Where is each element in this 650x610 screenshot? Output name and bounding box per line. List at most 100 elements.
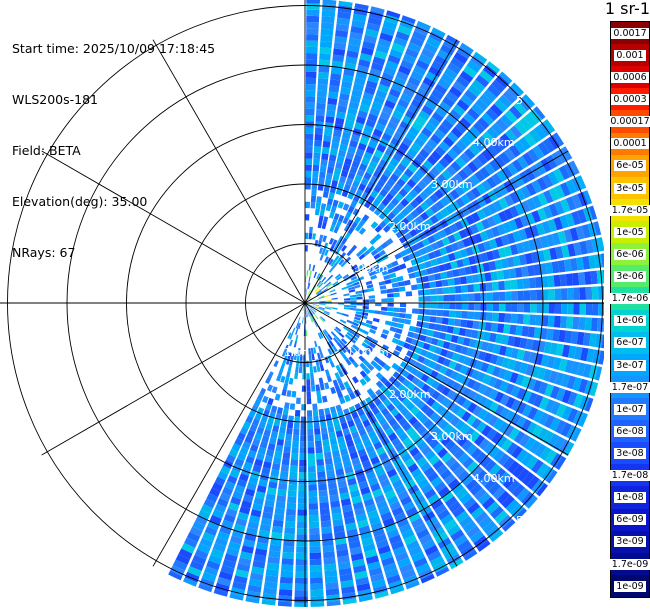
colorbar-cell: 1e-08 bbox=[611, 486, 649, 510]
range-label: 5 bbox=[516, 94, 523, 107]
ray bbox=[310, 347, 357, 605]
azimuth-line bbox=[304, 150, 569, 304]
colorbar-label: 6e-06 bbox=[614, 248, 646, 260]
colorbar-label: 0.00017 bbox=[608, 116, 650, 128]
colorbar-cell: 6e-07 bbox=[611, 331, 649, 355]
colorbar-label: 0.0017 bbox=[611, 27, 649, 39]
colorbar-cell: 3e-08 bbox=[611, 442, 649, 465]
start-time-text: Start time: 2025/10/09 17:18:45 bbox=[12, 41, 216, 56]
colorbar-cell: 0.0017 bbox=[611, 22, 649, 45]
ray bbox=[306, 304, 548, 497]
colorbar-label: 6e-07 bbox=[614, 337, 646, 349]
ray bbox=[306, 304, 567, 470]
ray bbox=[308, 310, 435, 584]
ray bbox=[314, 71, 513, 293]
colorbar-cell: 1.7e-06 bbox=[609, 287, 650, 310]
colorbar-label: 3e-05 bbox=[614, 182, 646, 194]
ray bbox=[319, 303, 604, 332]
colorbar-cell: 6e-09 bbox=[611, 508, 649, 532]
colorbar-label: 1.7e-09 bbox=[609, 558, 650, 570]
ray bbox=[331, 253, 604, 300]
colorbar-cell: 1e-07 bbox=[611, 397, 649, 421]
ray bbox=[306, 61, 501, 302]
colorbar-label: 1.7e-06 bbox=[609, 293, 650, 305]
azimuth-line bbox=[41, 302, 306, 456]
ray bbox=[313, 304, 604, 365]
instrument-text: WLS200s-181 bbox=[12, 92, 98, 107]
colorbar-cell: 1e-05 bbox=[611, 221, 649, 244]
ray bbox=[305, 304, 389, 599]
colorbar-label: 1e-05 bbox=[614, 226, 646, 238]
colorbar-cell: 1.7e-09 bbox=[609, 552, 650, 576]
azimuth-line bbox=[152, 39, 306, 304]
ray bbox=[312, 305, 599, 397]
nrays-text: NRays: 67 bbox=[12, 245, 76, 260]
range-label: 4.00km bbox=[473, 472, 515, 485]
range-label: 2.00km bbox=[389, 220, 431, 233]
colorbar-label: 1.7e-08 bbox=[609, 470, 650, 482]
ray bbox=[313, 286, 604, 303]
ray bbox=[323, 311, 582, 442]
ray bbox=[168, 332, 292, 581]
colorbar-label: 3e-07 bbox=[614, 359, 646, 371]
colorbar-label: 0.0001 bbox=[611, 138, 649, 150]
colorbar-label: 0.0003 bbox=[611, 94, 649, 106]
ray bbox=[319, 317, 527, 521]
range-labels: 1.00km 2.00km 3.00km 4.00km 5 1km 1.00km 2.00km… bbox=[284, 94, 523, 527]
ray bbox=[306, 304, 516, 532]
ray bbox=[277, 354, 303, 607]
ray bbox=[306, 303, 588, 427]
colorbar-label: 3e-09 bbox=[614, 536, 646, 548]
ray bbox=[329, 175, 587, 293]
ray bbox=[305, 27, 446, 302]
colorbar-cell: 1.7e-07 bbox=[609, 375, 650, 399]
colorbar-cell: 0.0001 bbox=[611, 132, 649, 156]
ray bbox=[318, 190, 593, 299]
range-label: 5 bbox=[516, 514, 523, 527]
colorbar-label: 1.7e-07 bbox=[609, 381, 650, 393]
ray bbox=[312, 221, 602, 302]
ray bbox=[305, 20, 431, 302]
colorbar-cell: 3e-09 bbox=[611, 530, 649, 554]
ray bbox=[305, 305, 325, 607]
colorbar-cell: 0.001 bbox=[611, 44, 649, 67]
colorbar-label: 1e-09 bbox=[614, 580, 646, 592]
ray bbox=[310, 309, 504, 543]
colorbar-label: 1e-08 bbox=[614, 492, 646, 504]
range-label: 4.00km bbox=[473, 136, 515, 149]
ray bbox=[305, 305, 341, 607]
ray bbox=[213, 304, 305, 597]
colorbar-cell: 0.00017 bbox=[608, 110, 650, 134]
colorbar-cell: 1e-06 bbox=[611, 309, 649, 333]
ray bbox=[306, 311, 373, 603]
colorbar-cell: 3e-05 bbox=[611, 176, 649, 200]
colorbar-cell: 3e-07 bbox=[611, 353, 649, 377]
range-label: 3.00km bbox=[431, 430, 473, 443]
range-label: 1km bbox=[284, 346, 308, 359]
colorbar-label: 1.7e-05 bbox=[609, 204, 650, 216]
colorbar-label: 3e-08 bbox=[614, 447, 646, 459]
ray bbox=[306, 304, 558, 484]
ray bbox=[305, 304, 420, 590]
ray bbox=[306, 42, 474, 302]
beta-data-sector bbox=[168, 0, 604, 608]
polar-grid bbox=[0, 0, 604, 607]
ray bbox=[229, 304, 305, 601]
ray bbox=[307, 3, 369, 289]
azimuth-line bbox=[304, 302, 458, 567]
range-label: 3.00km bbox=[431, 178, 473, 191]
colorbar-label: 3e-06 bbox=[614, 271, 646, 283]
ray bbox=[324, 307, 603, 381]
colorbar-cell: 1e-09 bbox=[611, 574, 649, 598]
ray bbox=[183, 327, 296, 587]
colorbar-label: 1e-06 bbox=[614, 315, 646, 327]
scan-info: Start time: 2025/10/09 17:18:45 WLS200s-… bbox=[12, 6, 215, 278]
azimuth-line bbox=[304, 302, 569, 456]
ray bbox=[306, 132, 565, 302]
ray bbox=[333, 146, 573, 288]
ray bbox=[305, 0, 353, 295]
colorbar-cell: 6e-06 bbox=[611, 243, 649, 266]
colorbar-label: 6e-09 bbox=[614, 514, 646, 526]
ray bbox=[306, 51, 488, 302]
colorbar-cell: 1.7e-08 bbox=[609, 464, 650, 487]
